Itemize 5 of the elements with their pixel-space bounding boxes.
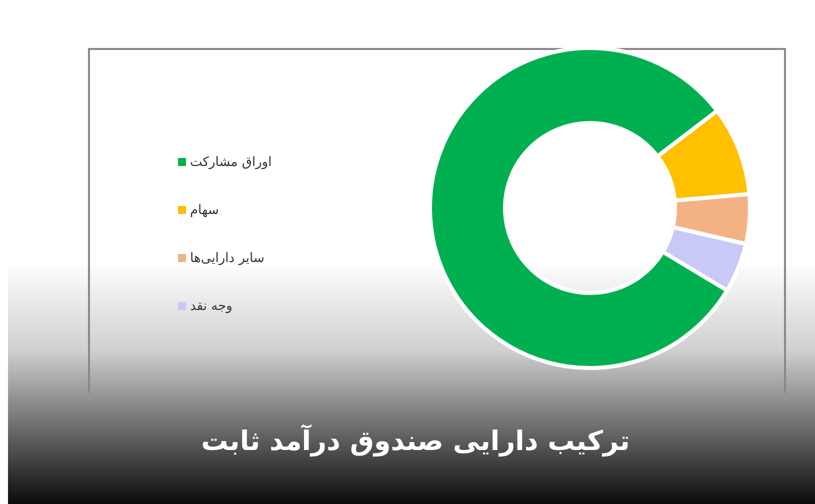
legend-label: سایر دارایی‌ها bbox=[190, 251, 264, 266]
text: ترکیب دارایی صندوق درآمد ثابت bbox=[200, 426, 631, 457]
legend-label: سهام bbox=[190, 203, 219, 218]
legend-label: وجه نقد bbox=[190, 299, 232, 314]
legend-label: اوراق مشارکت bbox=[190, 155, 272, 170]
